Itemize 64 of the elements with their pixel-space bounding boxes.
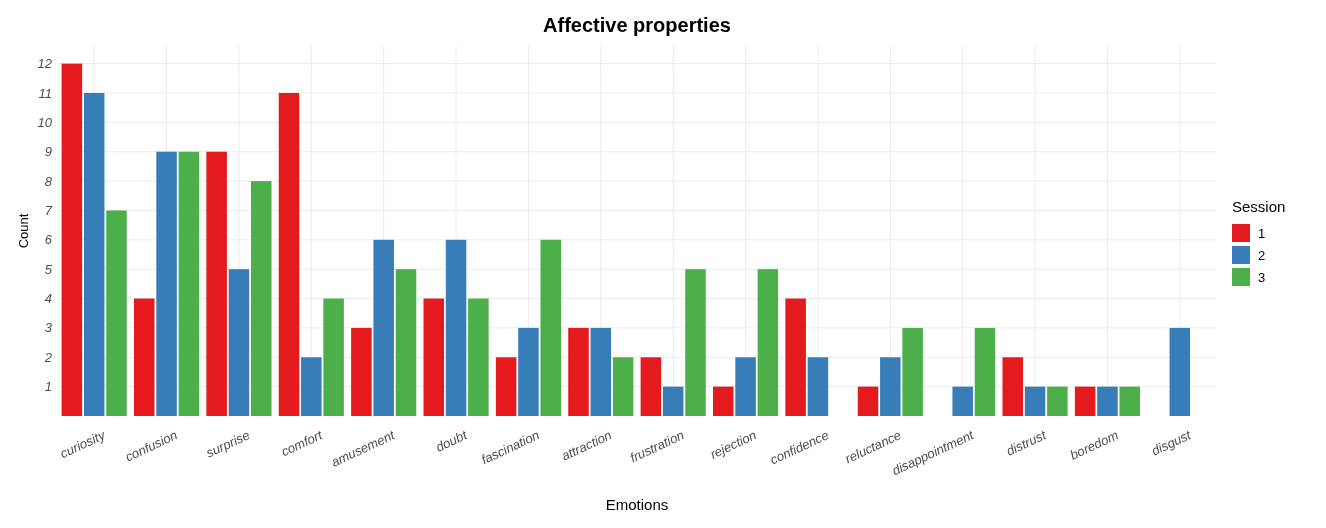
bar [685, 269, 706, 416]
y-tick-label: 7 [44, 202, 53, 218]
bar [712, 386, 734, 416]
bar [206, 151, 227, 416]
bar [1097, 386, 1118, 416]
bar [301, 357, 322, 416]
bar [974, 327, 996, 416]
bar [902, 327, 923, 416]
bar [106, 210, 127, 416]
bar [518, 327, 539, 416]
y-tick-label: 5 [44, 261, 53, 277]
bar [278, 92, 300, 416]
y-tick-label: 6 [44, 232, 53, 248]
bar [568, 327, 589, 416]
y-tick-label: 8 [44, 173, 53, 189]
bar [1024, 386, 1046, 416]
bar [640, 357, 662, 416]
legend-label: 3 [1258, 269, 1266, 285]
y-tick-label: 1 [44, 379, 52, 395]
legend-label: 1 [1258, 225, 1266, 241]
bar [1074, 386, 1096, 416]
bar [395, 269, 417, 416]
bar [83, 92, 105, 416]
bar [612, 357, 634, 416]
bar [445, 239, 467, 416]
bar [540, 239, 562, 416]
bar [662, 386, 684, 416]
y-tick-label: 10 [37, 114, 53, 130]
bar [423, 298, 445, 416]
bar [952, 386, 973, 416]
y-tick-label: 9 [44, 144, 52, 160]
bar [590, 327, 612, 416]
bar [1002, 357, 1024, 416]
bar [735, 357, 756, 416]
y-tick-label: 12 [37, 56, 53, 72]
x-axis-title: Emotions [605, 496, 669, 513]
bar [857, 386, 879, 416]
bar [785, 298, 806, 416]
bar [250, 181, 272, 416]
bar [1119, 386, 1140, 416]
y-tick-label: 2 [43, 349, 53, 365]
legend-label: 2 [1258, 247, 1266, 263]
y-tick-label: 3 [44, 320, 53, 336]
bar [351, 327, 372, 416]
chart-title: Affective properties [543, 14, 731, 36]
bar [323, 298, 344, 416]
bar [133, 298, 155, 416]
bar [178, 151, 200, 416]
bar [880, 357, 901, 416]
y-tick-label: 4 [44, 291, 52, 307]
bar [757, 269, 779, 416]
bar [156, 151, 177, 416]
x-tick-label: doubt [433, 426, 471, 455]
bar [807, 357, 829, 416]
bar [228, 269, 250, 416]
bar [61, 63, 83, 416]
y-axis-title: Count [16, 213, 31, 249]
bar [495, 357, 517, 416]
bar [1047, 386, 1068, 416]
bar [373, 239, 394, 416]
bar [1169, 327, 1191, 416]
y-tick-label: 11 [38, 85, 52, 101]
legend-title: Session [1232, 198, 1286, 215]
bar [468, 298, 489, 416]
